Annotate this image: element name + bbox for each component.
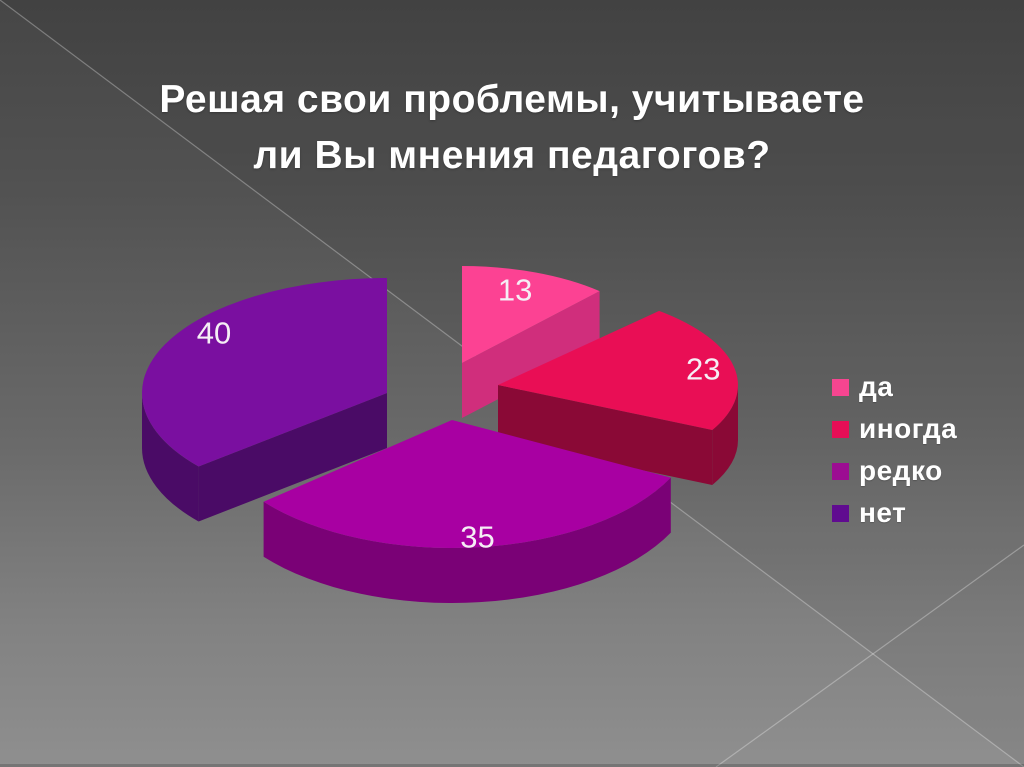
legend-item-да: да — [832, 366, 957, 408]
pie-slice-top — [498, 310, 738, 430]
pie-slice-top — [462, 266, 600, 363]
data-label-нет: 40 — [197, 315, 231, 350]
data-label-редко: 35 — [460, 520, 494, 555]
data-label-иногда: 23 — [686, 352, 720, 387]
page-title: Решая свои проблемы, учитываете ли Вы мн… — [0, 72, 1024, 184]
legend-label: нет — [859, 497, 907, 528]
pie-slice-cut-face — [498, 385, 713, 485]
legend-item-иногда: иногда — [832, 408, 957, 450]
legend-color-swatch — [832, 378, 849, 396]
pie-slice-нет — [142, 278, 387, 522]
pie-slice-редко — [263, 420, 671, 603]
pie-slice-side — [142, 393, 199, 522]
legend-color-swatch — [832, 420, 849, 438]
legend-color-swatch — [832, 462, 849, 480]
title-line-1: Решая свои проблемы, учитываете — [159, 78, 865, 121]
legend-color-swatch — [832, 504, 849, 522]
pie-slice-top — [142, 278, 387, 467]
legend-item-нет: нет — [832, 492, 957, 534]
pie-slice-cut-face — [198, 393, 387, 522]
pie-slice-да — [462, 266, 600, 418]
title-line-2: ли Вы мнения педагогов? — [253, 134, 771, 177]
legend-label: редко — [859, 455, 943, 486]
pie-slice-side — [712, 385, 738, 485]
background-diagonal-line — [715, 544, 1024, 767]
background-bottom-edge — [0, 764, 1024, 767]
legend-item-редко: редко — [832, 450, 957, 492]
legend-label: да — [859, 371, 894, 402]
pie-slice-top — [263, 420, 671, 548]
pie-slice-cut-face — [462, 291, 600, 418]
pie-slice-side — [263, 477, 671, 603]
pie-slice-иногда — [498, 310, 738, 485]
chart-legend: да иногда редко нет — [832, 366, 957, 534]
data-label-да: 13 — [498, 272, 532, 307]
legend-label: иногда — [859, 413, 958, 444]
